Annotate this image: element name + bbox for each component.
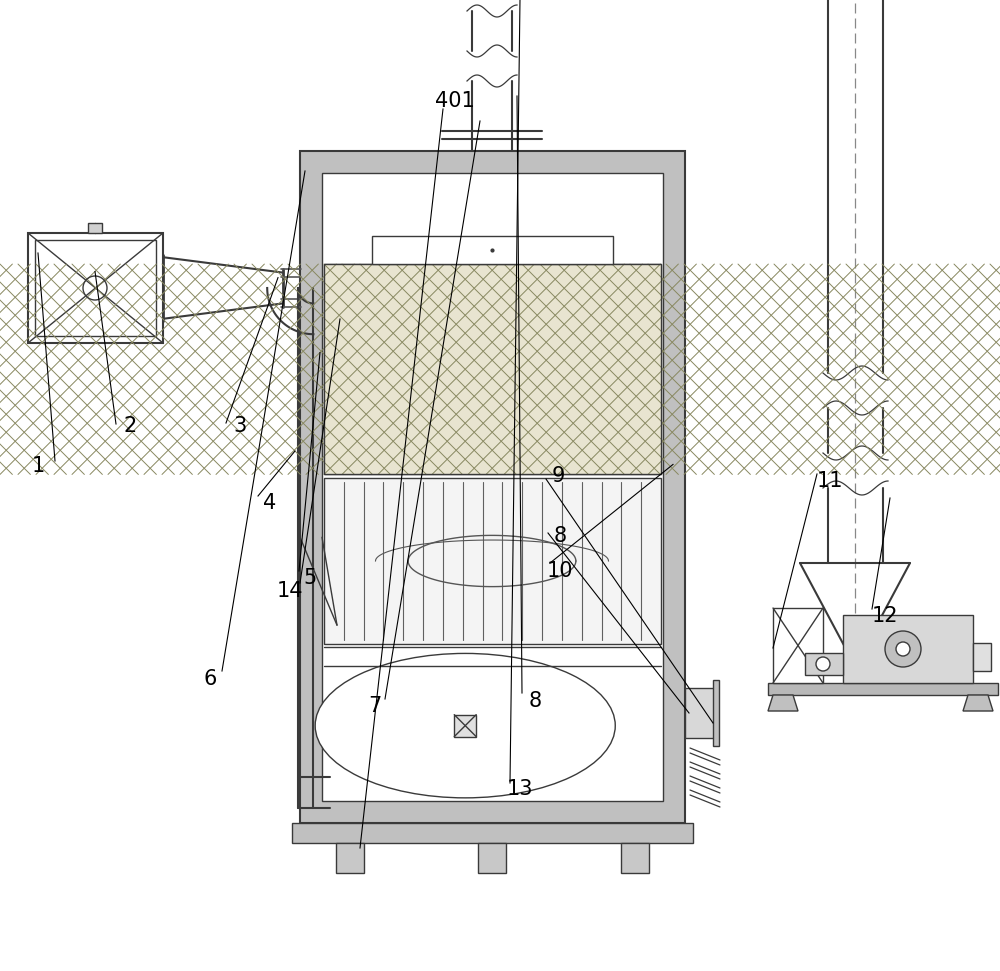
Text: 8: 8 (553, 526, 567, 546)
Bar (372, 236, 613, 264)
Bar (324, 264, 661, 475)
Bar (324, 264, 661, 475)
Bar (478, 843, 506, 873)
Text: 10: 10 (547, 561, 573, 581)
Bar (773, 608, 823, 683)
Bar (621, 843, 649, 873)
Bar (713, 680, 719, 746)
Bar (454, 715, 476, 737)
Bar (324, 264, 661, 475)
Polygon shape (963, 695, 993, 711)
Bar (336, 843, 364, 873)
Text: 1: 1 (31, 456, 45, 476)
Text: 14: 14 (277, 581, 303, 601)
Bar (324, 478, 661, 644)
Text: 12: 12 (872, 606, 898, 626)
Bar (322, 173, 663, 801)
Text: 4: 4 (263, 493, 277, 513)
Bar (685, 688, 715, 738)
Bar (843, 615, 973, 683)
Bar (88, 223, 102, 233)
Bar (292, 823, 693, 843)
Text: 8: 8 (528, 691, 542, 711)
Bar (805, 653, 843, 675)
Text: 2: 2 (123, 416, 137, 436)
Text: 9: 9 (551, 466, 565, 486)
Bar (768, 683, 998, 695)
Text: 401: 401 (435, 91, 475, 111)
Bar (300, 151, 685, 823)
Text: 6: 6 (203, 669, 217, 689)
Circle shape (896, 642, 910, 656)
Text: 13: 13 (507, 779, 533, 799)
Circle shape (885, 631, 921, 667)
Bar (973, 643, 991, 671)
Bar (28, 233, 163, 343)
Text: 5: 5 (303, 568, 317, 588)
Text: 11: 11 (817, 471, 843, 491)
Polygon shape (768, 695, 798, 711)
Text: 7: 7 (368, 696, 382, 716)
Text: 3: 3 (233, 416, 247, 436)
Bar (35, 240, 156, 336)
Ellipse shape (315, 653, 615, 798)
Circle shape (816, 657, 830, 671)
